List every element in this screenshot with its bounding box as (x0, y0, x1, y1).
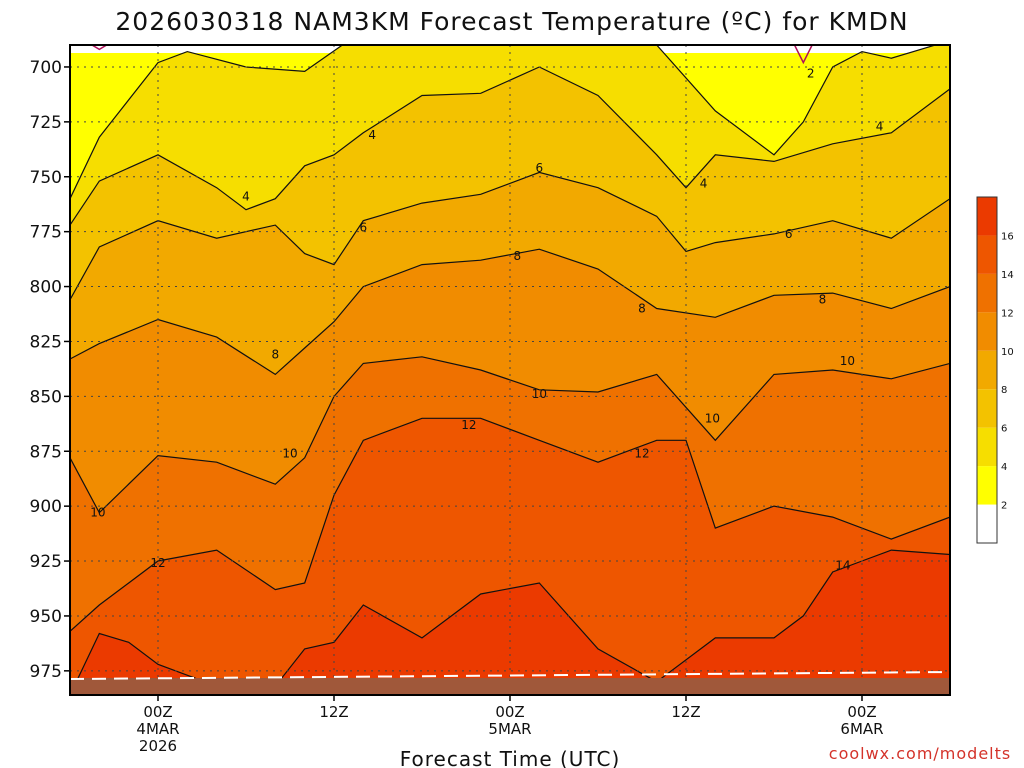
colorbar-swatch (977, 235, 997, 274)
colorbar-swatch (977, 427, 997, 467)
contour-label-6: 6 (785, 227, 793, 241)
x-tick-label: 00Z (847, 703, 876, 721)
contour-label-4: 4 (700, 176, 708, 190)
colorbar-tick-label: 12 (1001, 308, 1014, 319)
colorbar-swatch (977, 504, 997, 543)
x-tick-label: 00Z (495, 703, 524, 721)
x-tick-label: 4MAR (136, 720, 179, 738)
colorbar-tick-label: 6 (1001, 424, 1007, 435)
contour-label-8: 8 (514, 249, 522, 263)
isotherm-12 (70, 417, 950, 632)
band-16-pocket (494, 650, 555, 679)
colorbar-swatch (977, 350, 997, 390)
y-tick-label: 825 (30, 332, 62, 352)
x-tick-label: 2026 (139, 737, 177, 755)
contour-label-10: 10 (840, 354, 855, 368)
contour-label-2: 2 (807, 67, 815, 81)
contour-label-10: 10 (705, 411, 720, 425)
isotherm-6 (70, 171, 950, 300)
contour-label-14: 14 (835, 558, 850, 572)
y-tick-label: 725 (30, 113, 62, 133)
y-tick-label: 750 (30, 168, 62, 188)
x-tick-label: 6MAR (840, 720, 883, 738)
colorbar-tick-label: 8 (1001, 385, 1007, 396)
isotherm-10 (70, 356, 950, 514)
x-tick-label: 00Z (143, 703, 172, 721)
contour-label-12: 12 (461, 418, 476, 432)
colorbar-swatch (977, 197, 997, 236)
colorbar-swatch (977, 389, 997, 428)
y-tick-label: 925 (30, 552, 62, 572)
isotherm-lines (70, 45, 950, 695)
contour-labels: 2 4 4 4 4 6 6 6 8 8 8 8 10 10 10 10 10 12 12 12 14 (90, 67, 883, 573)
y-tick-label: 950 (30, 607, 62, 627)
contour-label-4: 4 (242, 190, 250, 204)
contour-label-10: 10 (90, 506, 105, 520)
contour-label-8: 8 (638, 302, 646, 316)
y-tick-label: 800 (30, 278, 62, 298)
band-above-14 (70, 550, 950, 695)
x-tick-label: 12Z (319, 703, 348, 721)
contour-label-6: 6 (536, 161, 544, 175)
y-tick-label: 875 (30, 442, 62, 462)
ground-surface (70, 678, 950, 695)
colorbar-tick-label: 2 (1001, 501, 1007, 512)
isotherm-0 (793, 45, 813, 65)
y-tick-label: 975 (30, 662, 62, 682)
y-axis: 700 725 750 775 800 825 850 875 900 925 950 975 (30, 58, 70, 682)
colorbar-swatch (977, 312, 997, 351)
colorbar-tick-label: 16 (1001, 231, 1014, 242)
contour-label-4: 4 (876, 119, 884, 133)
y-tick-label: 775 (30, 223, 62, 243)
colorbar-tick-label: 10 (1001, 347, 1014, 358)
colorbar-swatch (977, 273, 997, 313)
isotherm-8 (70, 248, 950, 376)
chart-title: 2026030318 NAM3KM Forecast Temperature (… (115, 7, 908, 36)
contour-label-12: 12 (150, 556, 165, 570)
isotherm-2 (70, 45, 938, 199)
x-tick-label: 5MAR (488, 720, 531, 738)
contour-label-10: 10 (282, 446, 297, 460)
contour-label-4: 4 (368, 128, 376, 142)
ground-surface-edge (70, 671, 950, 680)
y-tick-label: 850 (30, 387, 62, 407)
colorbar-swatch (977, 466, 997, 505)
colorbar-tick-label: 14 (1001, 270, 1014, 281)
contour-label-8: 8 (272, 348, 280, 362)
isotherm-4 (70, 66, 950, 226)
isotherm-0 (91, 45, 108, 51)
y-tick-label: 900 (30, 497, 62, 517)
isotherm-14 (70, 549, 950, 695)
colorbar-tick-label: 4 (1001, 462, 1007, 473)
contour-label-12: 12 (634, 446, 649, 460)
contour-label-8: 8 (819, 293, 827, 307)
contour-label-6: 6 (360, 220, 368, 234)
y-tick-label: 700 (30, 58, 62, 78)
x-axis-label: Forecast Time (UTC) (400, 747, 621, 768)
colorbar-frame (976, 196, 998, 544)
x-tick-label: 12Z (671, 703, 700, 721)
credit-text: coolwx.com/modelts (829, 744, 1011, 763)
contour-label-10: 10 (532, 387, 547, 401)
colorbar-legend: 2 4 6 8 10 12 14 16 (976, 196, 1014, 544)
